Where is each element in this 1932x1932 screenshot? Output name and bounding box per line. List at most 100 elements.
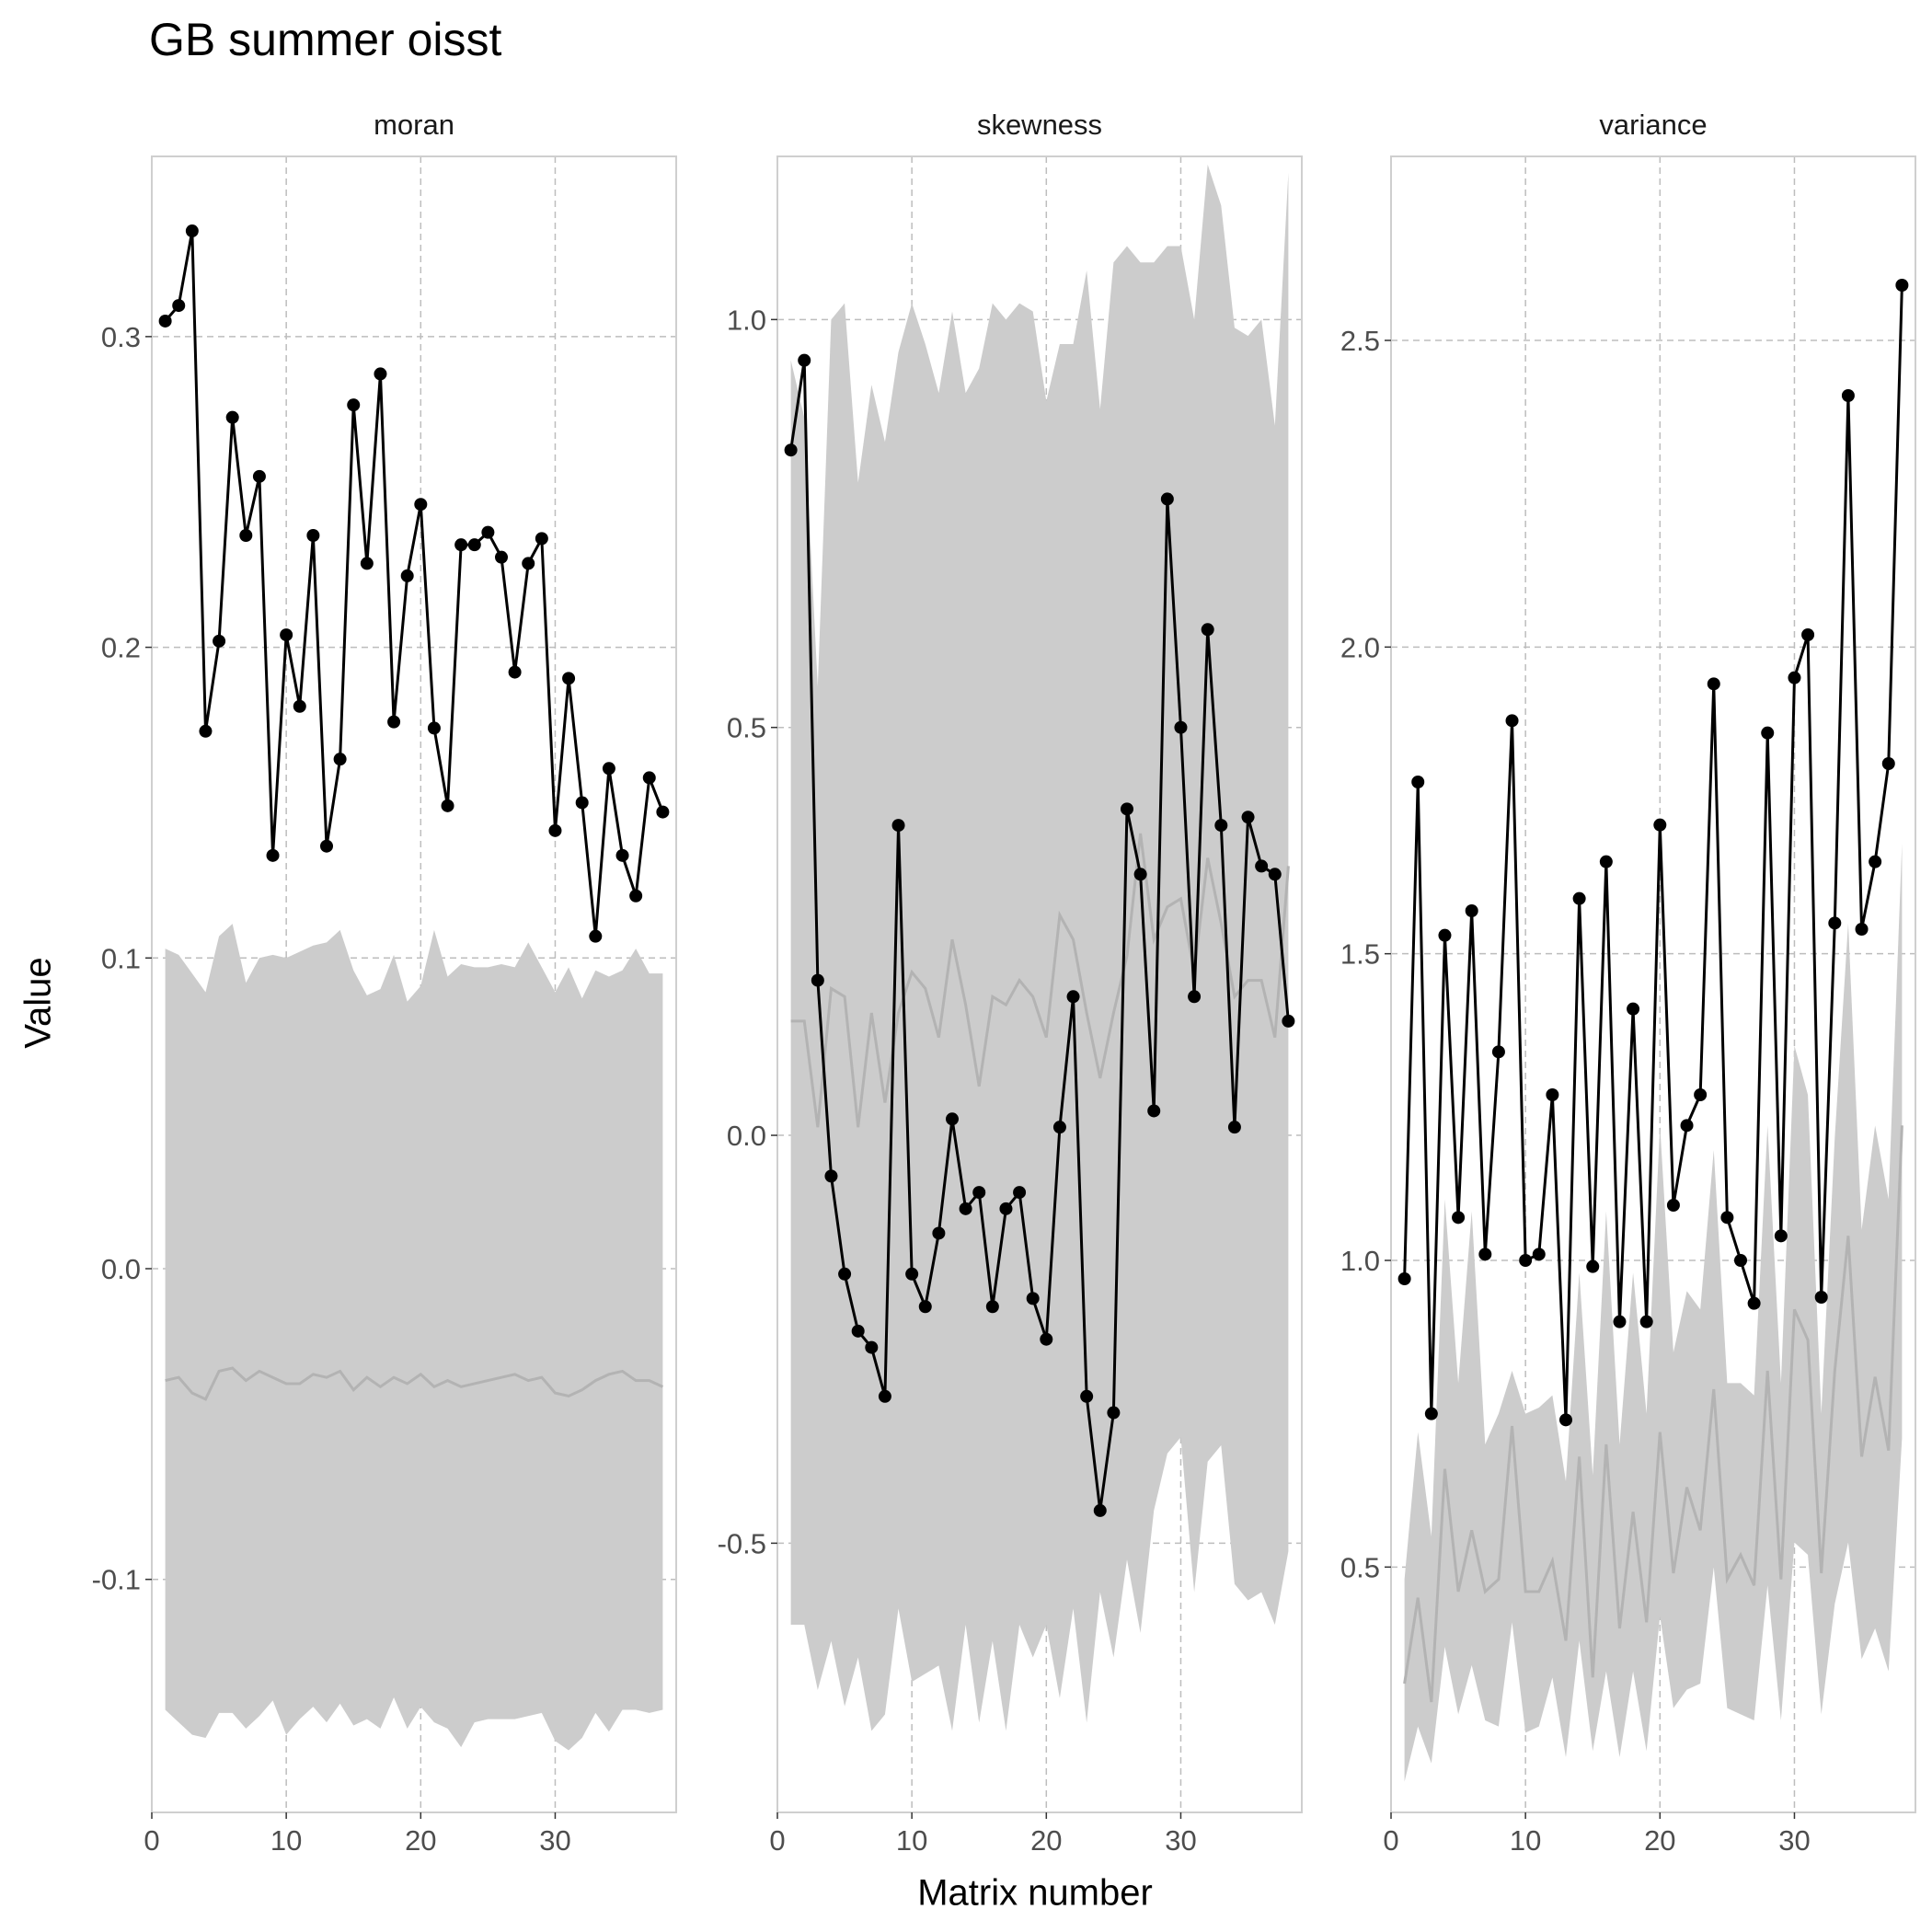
observed-point: [1227, 1121, 1241, 1134]
observed-point: [562, 672, 576, 685]
observed-point: [280, 628, 293, 642]
observed-point: [172, 299, 186, 313]
observed-point: [213, 634, 226, 648]
x-tick-label: 10: [270, 1824, 302, 1857]
observed-point: [293, 699, 306, 713]
observed-point: [959, 1202, 972, 1215]
observed-point: [320, 839, 333, 853]
x-tick-label: 10: [1510, 1824, 1541, 1857]
y-tick-label: 0.5: [727, 712, 766, 744]
observed-point: [1680, 1119, 1694, 1133]
observed-line: [164, 230, 664, 937]
null-envelope-band: [1404, 843, 1903, 1782]
panel-title-skewness: skewness: [977, 109, 1102, 141]
observed-point: [1761, 726, 1775, 740]
observed-point: [838, 1267, 852, 1281]
null-median-line: [165, 1366, 664, 1401]
observed-point: [1241, 811, 1255, 824]
x-tick-label: 20: [1644, 1824, 1675, 1857]
x-tick-label: 20: [1030, 1824, 1062, 1857]
observed-point: [1133, 868, 1147, 881]
observed-point: [387, 715, 401, 729]
observed-point: [985, 1300, 999, 1314]
panel-border: [776, 155, 1303, 1813]
observed-point: [535, 532, 548, 546]
observed-point: [1424, 1407, 1438, 1420]
observed-point: [784, 443, 798, 457]
observed-point: [1841, 389, 1855, 402]
observed-point: [1397, 1272, 1411, 1285]
observed-point: [333, 753, 347, 766]
panel-title-moran: moran: [374, 109, 454, 141]
observed-point: [548, 823, 562, 837]
observed-line: [1403, 284, 1903, 1420]
observed-point: [374, 367, 387, 381]
observed-point: [414, 498, 428, 512]
observed-point: [1639, 1315, 1653, 1328]
y-tick-label: 1.0: [1340, 1245, 1380, 1277]
observed-point: [522, 557, 535, 570]
observed-point: [1121, 802, 1133, 816]
y-tick-label: 1.5: [1340, 938, 1380, 971]
observed-point: [1881, 757, 1895, 770]
observed-point: [427, 721, 441, 735]
observed-point: [454, 538, 468, 552]
null-median-line: [790, 833, 1290, 1128]
observed-point: [508, 665, 522, 679]
observed-point: [629, 889, 643, 903]
null-envelope-band: [790, 164, 1289, 1731]
observed-point: [481, 525, 495, 539]
y-tick-label: -0.5: [718, 1527, 766, 1559]
observed-point: [1411, 776, 1425, 788]
observed-point: [865, 1340, 879, 1354]
observed-point: [1452, 1211, 1466, 1225]
x-tick-label: 0: [144, 1824, 159, 1857]
observed-point: [1734, 1254, 1747, 1267]
observed-point: [1599, 855, 1613, 868]
observed-point: [1666, 1199, 1680, 1212]
observed-point: [1546, 1088, 1559, 1101]
observed-point: [1519, 1254, 1533, 1267]
y-tick-label: 0.5: [1340, 1551, 1380, 1583]
observed-point: [441, 799, 454, 812]
observed-point: [306, 529, 320, 543]
observed-point: [266, 848, 280, 862]
observed-point: [999, 1202, 1013, 1215]
observed-point: [1586, 1259, 1600, 1273]
observed-point: [400, 569, 414, 582]
observed-point: [615, 848, 629, 862]
y-tick-label: 2.0: [1340, 631, 1380, 663]
observed-point: [1694, 1088, 1708, 1101]
observed-point: [1013, 1186, 1027, 1200]
y-tick-label: 2.5: [1340, 325, 1380, 357]
observed-point: [225, 410, 239, 424]
observed-point: [972, 1186, 986, 1200]
observed-point: [1747, 1296, 1761, 1310]
observed-point: [824, 1169, 838, 1183]
observed-point: [1268, 868, 1282, 881]
observed-point: [360, 557, 374, 570]
x-tick-label: 30: [1165, 1824, 1196, 1857]
observed-point: [1093, 1503, 1107, 1517]
y-tick-label: 0.0: [727, 1120, 766, 1152]
observed-point: [891, 819, 905, 833]
observed-point: [1559, 1413, 1572, 1427]
x-tick-label: 10: [896, 1824, 927, 1857]
observed-point: [158, 314, 172, 328]
observed-point: [1066, 990, 1080, 1004]
observed-point: [185, 224, 199, 238]
panel-border: [151, 155, 677, 1813]
x-axis-label: Matrix number: [917, 1872, 1153, 1914]
observed-point: [1774, 1229, 1788, 1243]
panel-border: [1390, 155, 1916, 1813]
observed-point: [1869, 855, 1882, 868]
observed-point: [1572, 891, 1586, 905]
observed-point: [946, 1112, 959, 1126]
observed-point: [1147, 1104, 1161, 1118]
x-tick-label: 30: [1778, 1824, 1810, 1857]
observed-point: [1613, 1315, 1627, 1328]
chart-title: GB summer oisst: [149, 14, 502, 65]
y-tick-label: 0.0: [101, 1253, 141, 1285]
observed-point: [1491, 1045, 1505, 1059]
